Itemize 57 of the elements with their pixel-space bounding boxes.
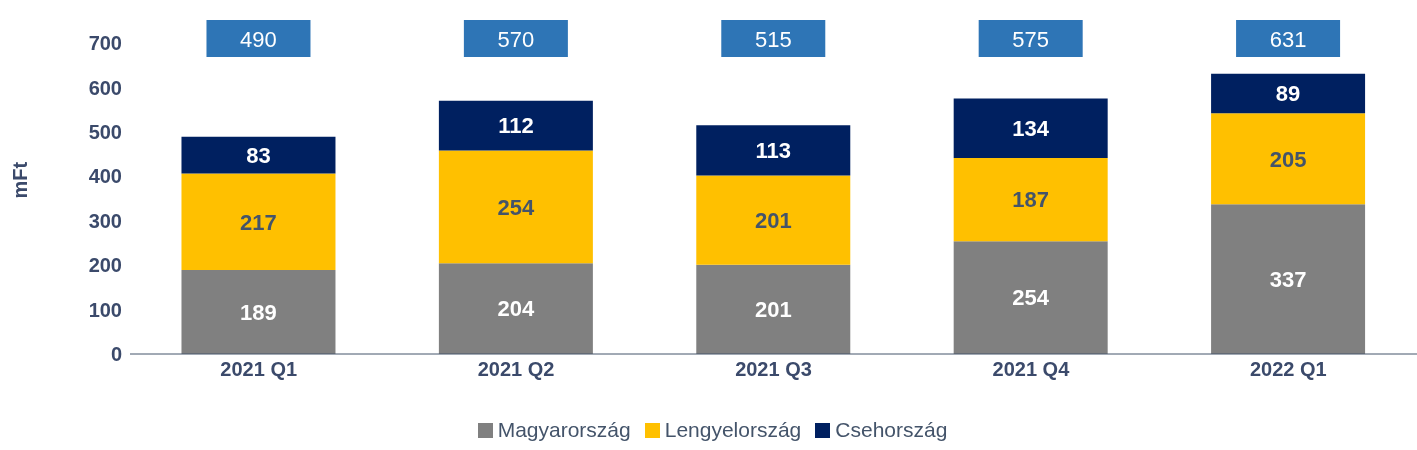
data-label: 112 <box>498 113 534 139</box>
y-axis-title: mFt <box>9 161 32 199</box>
bar <box>181 136 336 174</box>
annotation: 631 <box>1269 26 1307 52</box>
total-box: 490 <box>206 20 311 57</box>
data-label: 89 <box>1275 81 1301 107</box>
legend-label: Csehország <box>835 418 948 442</box>
bar <box>181 173 336 271</box>
bar <box>696 264 851 354</box>
total-box: 515 <box>721 20 826 57</box>
data-label: 204 <box>497 296 535 322</box>
annotation: 490 <box>240 26 277 52</box>
annotation: 515 <box>754 26 792 52</box>
bar <box>181 270 336 354</box>
data-label: 201 <box>754 297 792 323</box>
total-box: 570 <box>463 20 568 57</box>
annotation: 575 <box>1012 26 1050 52</box>
data-label: 201 <box>754 207 792 233</box>
total-box: 631 <box>1236 20 1341 57</box>
y-tick-label: 700 <box>88 32 122 55</box>
annotation: 570 <box>497 26 535 52</box>
data-label: 254 <box>1012 285 1050 311</box>
data-label: 254 <box>497 194 535 220</box>
bar <box>1211 113 1366 205</box>
y-tick-label: 300 <box>88 209 122 232</box>
x-tick-label: 2021 Q2 <box>477 358 555 381</box>
data-label: 187 <box>1012 187 1050 213</box>
y-tick-label: 600 <box>88 76 122 99</box>
data-label: 337 <box>1269 266 1307 292</box>
x-tick-label: 2021 Q4 <box>992 358 1071 381</box>
bar <box>438 263 593 354</box>
bar <box>953 241 1108 354</box>
data-label: 134 <box>1012 116 1050 142</box>
data-label: 83 <box>246 142 271 168</box>
y-tick-label: 200 <box>88 254 122 277</box>
x-tick-label: 2021 Q1 <box>220 358 298 381</box>
x-tick-label: 2022 Q1 <box>1249 358 1327 381</box>
bar <box>1211 73 1366 114</box>
data-label: 113 <box>755 138 792 164</box>
y-tick-label: 100 <box>88 298 122 321</box>
y-tick-label: 400 <box>88 165 122 188</box>
total-box: 575 <box>978 20 1083 57</box>
bar <box>696 175 851 265</box>
bar <box>1211 204 1366 354</box>
data-label: 189 <box>240 299 277 325</box>
bar <box>953 158 1108 242</box>
data-label: 217 <box>240 209 277 235</box>
legend-label: Magyarország <box>497 418 631 442</box>
x-tick-label: 2021 Q3 <box>735 358 812 381</box>
y-tick-label: 500 <box>88 120 122 143</box>
bar <box>953 98 1108 159</box>
y-tick-label: 0 <box>110 343 122 366</box>
data-label: 205 <box>1269 146 1307 172</box>
bar <box>438 100 593 151</box>
bar <box>438 150 593 264</box>
legend-label: Lengyelország <box>664 418 802 442</box>
bar <box>696 125 851 176</box>
